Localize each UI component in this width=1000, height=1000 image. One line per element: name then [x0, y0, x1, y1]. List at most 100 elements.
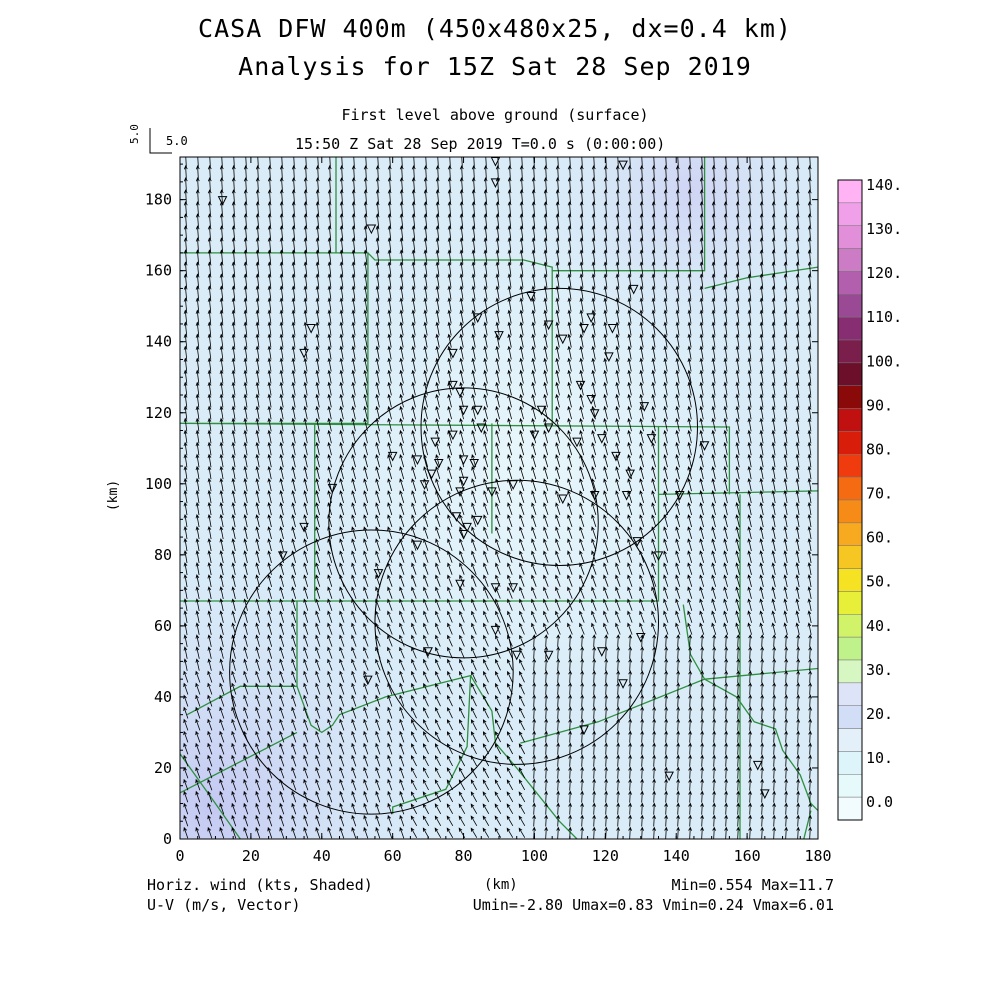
station-marker — [618, 160, 628, 171]
colorbar-label: 60. — [866, 529, 893, 547]
colorbar-swatch — [837, 659, 863, 684]
station-marker — [469, 458, 479, 469]
colorbar-label: 90. — [866, 396, 893, 414]
x-tick-label: 140 — [663, 847, 690, 865]
station-marker — [451, 512, 462, 522]
field-min-max: Min=0.554 Max=11.7 — [671, 876, 834, 894]
station-marker — [455, 579, 465, 590]
station-marker — [423, 647, 433, 657]
y-tick-label: 160 — [145, 262, 172, 280]
station-marker — [572, 437, 582, 448]
station-marker — [387, 451, 398, 462]
station-marker — [632, 537, 643, 547]
station-marker — [635, 633, 646, 643]
station-marker — [472, 405, 483, 416]
station-marker — [462, 522, 472, 533]
station-marker — [557, 334, 568, 345]
station-marker — [508, 480, 518, 490]
x-axis-label: (km) — [484, 877, 518, 893]
shading-legend-label: Horiz. wind (kts, Shaded) — [147, 876, 373, 894]
station-marker — [472, 313, 483, 323]
station-marker — [674, 490, 685, 501]
county-line — [296, 674, 472, 815]
title-line-2: Analysis for 15Z Sat 28 Sep 2019 — [238, 52, 752, 81]
reference-vector — [149, 128, 172, 154]
station-marker — [299, 522, 309, 533]
colorbar-swatch — [837, 316, 863, 341]
colorbar-swatch — [837, 339, 863, 364]
colorbar-swatch — [837, 705, 863, 729]
colorbar-swatch — [837, 796, 863, 821]
colorbar-label: 70. — [866, 485, 893, 503]
colorbar-swatch — [837, 591, 863, 615]
y-tick-label: 0 — [163, 830, 172, 848]
station-marker — [664, 771, 674, 782]
colorbar-label: 0.0 — [866, 793, 893, 811]
station-marker — [625, 469, 635, 480]
station-marker — [536, 405, 547, 416]
colorbar-label: 20. — [866, 705, 893, 723]
reference-vector-label-u: 5.0 — [166, 134, 188, 148]
station-marker — [607, 324, 618, 334]
station-marker — [455, 487, 465, 498]
county-line — [180, 731, 298, 794]
county-line — [704, 266, 818, 290]
y-tick-label: 20 — [154, 759, 172, 777]
station-marker — [448, 430, 458, 441]
colorbar-swatch — [837, 248, 863, 272]
x-tick-label: 120 — [592, 847, 619, 865]
colorbar-swatch — [837, 614, 863, 638]
station-marker — [472, 515, 483, 526]
wind-vectors — [183, 157, 813, 839]
station-marker — [611, 451, 621, 462]
station-marker — [543, 650, 554, 661]
station-marker — [589, 490, 600, 501]
station-marker — [448, 348, 458, 359]
station-marker — [543, 423, 554, 434]
radar-ring — [374, 479, 659, 765]
x-tick-label: 0 — [175, 847, 184, 865]
station-marker — [494, 331, 504, 341]
colorbar-swatch — [837, 408, 863, 432]
colorbar-swatch — [837, 385, 863, 409]
colorbar-frame — [837, 179, 863, 821]
station-marker — [511, 650, 522, 661]
station-marker — [760, 789, 770, 799]
station-marker — [618, 679, 628, 689]
x-tick-label: 20 — [242, 847, 260, 865]
colorbar-swatch — [837, 476, 863, 501]
radar-range-rings — [229, 287, 698, 815]
station-marker — [604, 352, 614, 363]
station-marker — [639, 402, 650, 412]
station-marker — [327, 483, 338, 494]
station-marker — [490, 178, 501, 188]
station-marker — [490, 157, 501, 167]
y-tick-label: 180 — [145, 191, 172, 209]
x-tick-label: 100 — [521, 847, 548, 865]
colorbar-swatch — [837, 225, 863, 249]
title-line-1: CASA DFW 400m (450x480x25, dx=0.4 km) — [198, 14, 792, 43]
station-marker — [621, 490, 632, 501]
station-marker — [419, 480, 430, 490]
station-marker — [628, 284, 639, 295]
colorbar-swatch — [837, 294, 863, 318]
station-marker — [217, 196, 228, 206]
vector-legend-label: U-V (m/s, Vector) — [147, 896, 301, 914]
station-markers — [217, 157, 770, 799]
colorbar-swatch — [837, 568, 863, 592]
station-marker — [458, 476, 469, 487]
colorbar-swatch — [837, 545, 863, 569]
colorbar-swatch — [837, 522, 863, 546]
colorbar-swatch — [837, 362, 863, 386]
county-line — [682, 604, 706, 680]
station-marker — [596, 647, 607, 657]
station-marker — [476, 423, 487, 434]
y-tick-label: 140 — [145, 333, 172, 351]
station-marker — [526, 292, 536, 302]
station-marker — [458, 405, 469, 416]
colorbar-swatch — [837, 728, 863, 752]
x-tick-label: 60 — [384, 847, 402, 865]
colorbar-swatch — [837, 636, 863, 661]
station-marker — [412, 455, 423, 466]
